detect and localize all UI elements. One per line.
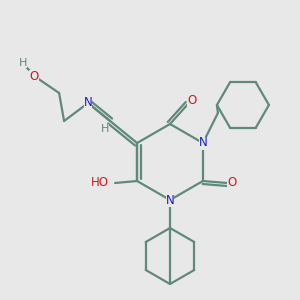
Text: H: H xyxy=(19,58,27,68)
Text: H: H xyxy=(101,124,109,134)
Text: O: O xyxy=(188,94,196,107)
Text: O: O xyxy=(227,176,236,190)
Text: O: O xyxy=(29,70,39,83)
Text: HO: HO xyxy=(91,176,109,190)
Text: N: N xyxy=(84,97,92,110)
Text: N: N xyxy=(166,194,174,206)
Text: N: N xyxy=(199,136,207,149)
